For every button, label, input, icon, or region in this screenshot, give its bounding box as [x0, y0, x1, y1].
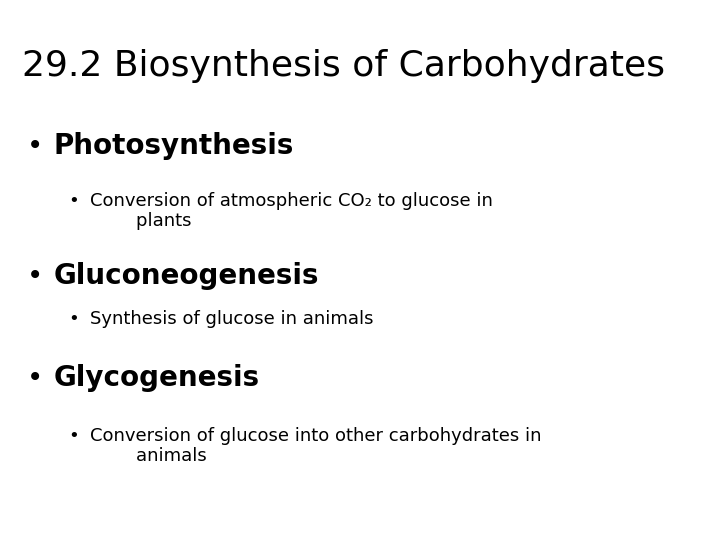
Text: •: •	[27, 132, 44, 160]
Text: Gluconeogenesis: Gluconeogenesis	[54, 262, 320, 290]
Text: Glycogenesis: Glycogenesis	[54, 364, 260, 393]
Text: •: •	[68, 192, 79, 210]
Text: Conversion of glucose into other carbohydrates in
        animals: Conversion of glucose into other carbohy…	[90, 427, 541, 465]
Text: 29.2 Biosynthesis of Carbohydrates: 29.2 Biosynthesis of Carbohydrates	[22, 49, 665, 83]
Text: Conversion of atmospheric CO₂ to glucose in
        plants: Conversion of atmospheric CO₂ to glucose…	[90, 192, 493, 231]
Text: Photosynthesis: Photosynthesis	[54, 132, 294, 160]
Text: •: •	[27, 262, 44, 290]
Text: •: •	[27, 364, 44, 393]
Text: Synthesis of glucose in animals: Synthesis of glucose in animals	[90, 310, 374, 328]
Text: •: •	[68, 427, 79, 444]
Text: •: •	[68, 310, 79, 328]
